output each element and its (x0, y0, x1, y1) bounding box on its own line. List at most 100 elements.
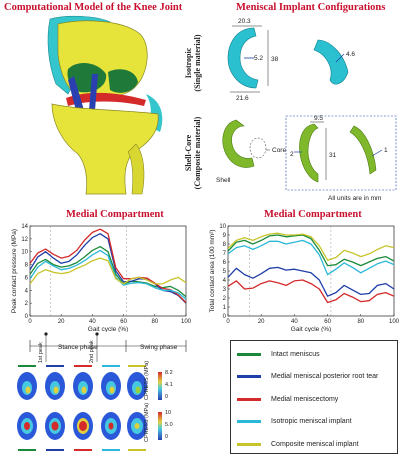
legend-label: Isotropic meniscal implant (271, 418, 352, 426)
y-tick-label: 4 (223, 278, 227, 284)
shell-label: Shell (216, 177, 231, 184)
dim-4-6: 4.6 (346, 51, 355, 58)
x-tick-label: 80 (357, 319, 364, 325)
y-tick-label: 6 (223, 260, 227, 266)
legend-item: Intact meniscus (231, 343, 397, 366)
tibia-yellow (51, 103, 159, 195)
dim-5-2: 5.2 (254, 55, 263, 62)
knee-model-illustration (47, 15, 163, 195)
y-tick-label: 9 (223, 233, 227, 239)
dim-20-3: 20.3 (238, 18, 251, 25)
core-marker (249, 137, 267, 159)
y-tick-label: 2 (25, 301, 29, 307)
shellcore-side-label: Shell-Core (Composite material) (184, 114, 214, 194)
cartilage-green-2 (108, 69, 138, 93)
series-line (227, 234, 395, 267)
map-row-1 (17, 372, 147, 400)
series-line (227, 239, 395, 276)
cpress-label-2: CPRESS (MPa) (144, 402, 150, 442)
detail-box (285, 115, 397, 191)
cpress-scale1-mid: 4.1 (165, 382, 173, 388)
y-tick-label: 5 (223, 269, 227, 275)
peak1-label: 1st peak (38, 342, 44, 363)
meniscus-red (66, 92, 146, 106)
y-tick-label: 8 (25, 263, 29, 269)
x-tick-label: 80 (151, 319, 158, 325)
dim-31: 31 (329, 152, 337, 159)
y-tick-label: 6 (25, 275, 29, 281)
legend-swatch (237, 397, 261, 401)
series-line (227, 232, 395, 261)
legend-item: Isotropic meniscal implant (231, 411, 397, 434)
shellcore-label-line1: Shell-Core (184, 134, 193, 172)
legend-swatch (237, 352, 261, 356)
map-color-markers (17, 365, 162, 451)
y-tick-label: 7 (223, 251, 227, 257)
plot-frame (29, 225, 187, 317)
chart-right-title: Medial Compartment (264, 209, 362, 220)
isotropic-label-line2: (Single material) (193, 34, 202, 92)
swing-phase-label: Swing phase (140, 344, 178, 351)
x-tick-label: 60 (324, 319, 331, 325)
implant-configs-title: Meniscal Implant Configurations (236, 2, 386, 13)
y-tick-label: 4 (25, 288, 29, 294)
cpress-scale2-min: 0 (165, 434, 169, 440)
y-axis-label: Total contact area (100 mm²) (209, 229, 216, 312)
legend-swatch (237, 442, 261, 446)
y-tick-label: 1 (223, 305, 227, 311)
series-line (227, 266, 395, 297)
isotropic-side-label: Isotropic (Single material) (184, 34, 214, 98)
fibula-yellow (127, 143, 145, 195)
legend-item: Medial meniscectomy (231, 388, 397, 411)
series-line (29, 228, 187, 303)
y-tick-label: 10 (21, 250, 28, 256)
series-line (29, 257, 187, 285)
legend-swatch (237, 375, 261, 379)
legend-label: Composite meniscal implant (271, 440, 359, 448)
dim-9-5: 9.5 (314, 115, 323, 122)
y-tick-label: 0 (25, 314, 29, 320)
shellcore-detail-c (299, 123, 319, 183)
stance-phase-label: Stance phase (58, 344, 98, 351)
dim-1: 1 (384, 147, 388, 154)
series-line (29, 233, 187, 304)
y-axis-label: Peak contact pressure (MPa) (11, 229, 18, 313)
x-axis-label: Gait cycle (%) (88, 326, 128, 332)
chart-left-title: Medial Compartment (66, 209, 164, 220)
map-row-2 (17, 412, 147, 440)
x-tick-label: 100 (389, 319, 400, 325)
legend-item: Composite meniscal implant (231, 433, 397, 456)
legend-label: Medial meniscal posterior root tear (271, 373, 379, 381)
legend: Intact meniscus Medial meniscal posterior… (230, 340, 398, 454)
cpress-label-1: CPRESS (MPa) (144, 360, 150, 400)
dim-2: 2 (290, 151, 294, 158)
x-tick-label: 60 (120, 319, 127, 325)
shellcore-label-line2: (Composite material) (193, 116, 202, 190)
pressure-chart: 0 20 40 60 80 100 0 2 4 6 8 10 12 14 Gait cycle (%) Pea… (11, 224, 192, 332)
x-tick-label: 0 (28, 319, 32, 325)
dim-21-6: 21.6 (236, 95, 249, 102)
phase-annotation: Stance phase Swing phase 1st peak 2nd pe… (29, 332, 187, 363)
legend-swatch (237, 420, 261, 424)
knee-model-title: Computational Model of the Knee Joint (4, 2, 183, 13)
legend-label: Medial meniscectomy (271, 395, 339, 403)
cpress-scale1-min: 0 (165, 394, 169, 400)
core-label: Core (272, 147, 286, 154)
x-tick-label: 40 (89, 319, 96, 325)
y-tick-label: 12 (21, 237, 28, 243)
shellcore-implant-c (222, 119, 255, 168)
units-note: All units are in mm (328, 195, 381, 202)
cpress-scale2-mid: 5.0 (165, 422, 173, 428)
y-tick-label: 3 (223, 287, 227, 293)
x-tick-label: 100 (181, 319, 192, 325)
legend-label: Intact meniscus (271, 350, 320, 358)
x-tick-label: 0 (226, 319, 230, 325)
area-chart: 0 20 40 60 80 100 0 1 2 3 4 5 6 7 8 9 10 Gait cycle (%) To… (209, 224, 400, 332)
x-tick-label: 20 (58, 319, 65, 325)
legend-item: Medial meniscal posterior root tear (231, 366, 397, 389)
cpress-scale2-max: 10 (165, 410, 172, 416)
isotropic-label-line1: Isotropic (184, 47, 193, 79)
x-tick-label: 20 (258, 319, 265, 325)
peak2-label: 2nd peak (89, 340, 95, 363)
y-tick-label: 2 (223, 296, 227, 302)
